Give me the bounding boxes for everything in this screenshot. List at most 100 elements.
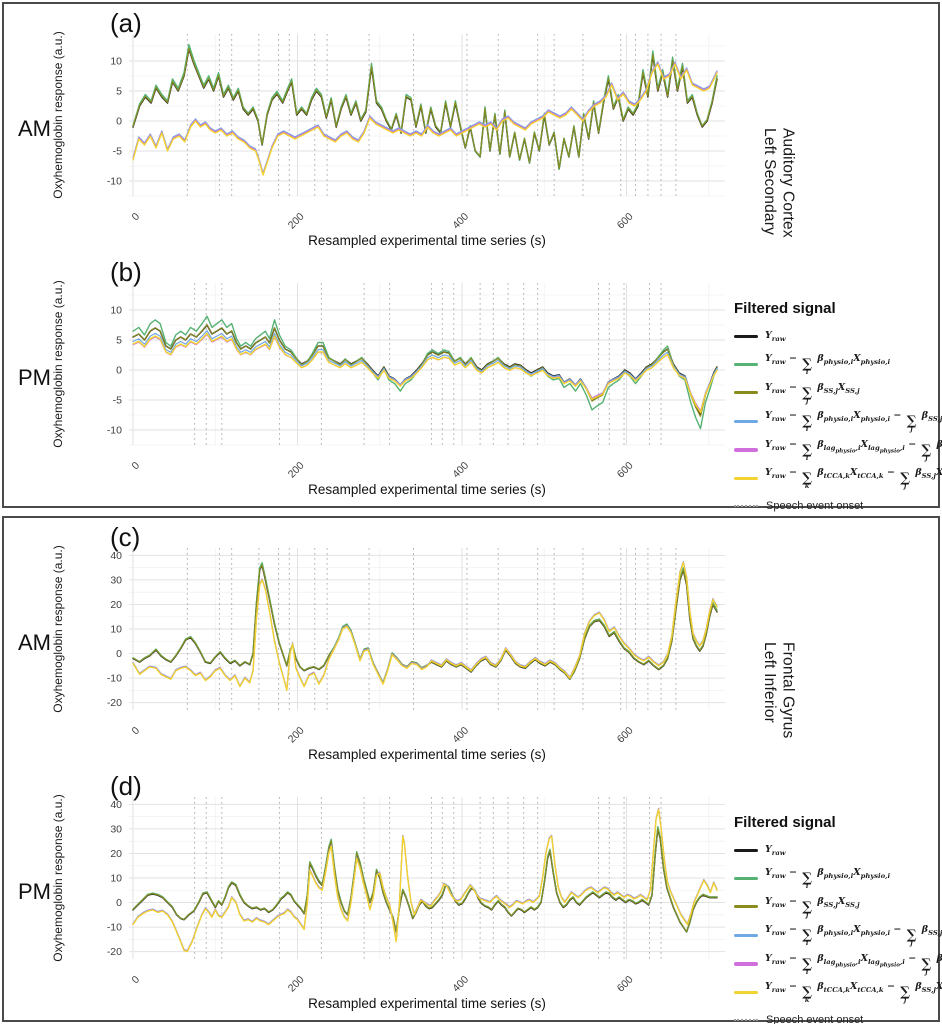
series-ss-filtered: [132, 47, 718, 169]
section-frontal-gyrus: (c) AM 40 30 20 10 0 -10 -20 0 200 400 600 Resample…: [2, 516, 942, 1024]
x-tick-label: 400: [450, 974, 471, 995]
y-tick-label: -10: [107, 673, 122, 685]
legend-formula: Yraw: [765, 330, 786, 343]
y-tick-label: 5: [116, 335, 122, 347]
region-label-auditory: Left Secondary Auditory Cortex: [760, 128, 797, 238]
x-tick-label: 600: [615, 725, 636, 746]
legend-item-lag-physio-ss-filtered: Yraw − ∑ i βlagphysio,iXlagphysio,i − ∑ j …: [734, 953, 942, 976]
plot-a: 10 5 0 -5 -10 0 200 400 600 Resampled experimenta…: [49, 16, 736, 249]
legend-swatch-physio-filtered: [734, 362, 758, 366]
y-tick-label: 10: [110, 305, 122, 317]
series-raw: [132, 564, 718, 684]
x-tick-label: 600: [615, 974, 636, 995]
series-ss-filtered: [132, 324, 718, 418]
legend-items: Yraw Yraw − ∑ i βphysio,iXphysio,i Yraw − ∑…: [734, 326, 942, 490]
panel-b: (b) PM 10 5 0 -5 -10 0 200 400 600 Resampled expe…: [4, 253, 736, 502]
y-tick-label: 20: [110, 599, 122, 611]
legend-speech-row: Speech event onset: [734, 500, 936, 512]
legend-title: Filtered signal: [734, 814, 836, 831]
legend-swatch-physio-filtered: [734, 876, 758, 880]
x-axis-label: Resampled experimental time series (s): [308, 996, 546, 1011]
speech-onset-label: Speech event onset: [766, 499, 864, 512]
legend-bottom: Filtered signal Yraw Yraw − ∑ i βphysio,iX…: [734, 814, 942, 1024]
plot-svg-d: 40 30 20 10 0 -10 -20 0 200 400 600 Resampled exper…: [51, 794, 725, 1011]
legend-swatch-physio-ss-filtered: [734, 933, 758, 937]
x-tick-label: 400: [450, 725, 471, 746]
y-tick-label: -5: [113, 395, 122, 407]
legend-items: Yraw Yraw − ∑ i βphysio,iXphysio,i Yraw − ∑…: [734, 840, 942, 1004]
x-tick-label: 200: [286, 460, 307, 481]
legend-item-physio-ss-filtered: Yraw − ∑i βphysio,iXphysio,i − ∑j βSS,jX…: [734, 924, 942, 947]
legend-formula: Yraw − ∑ i βlagphysio,iXlagphysio,i − ∑ j …: [765, 952, 942, 976]
series-physio-ss-filtered: [132, 61, 718, 174]
region-label-frontal: Left Inferior Frontal Gyrus: [760, 642, 797, 739]
region-line-2: Frontal Gyrus: [779, 642, 797, 739]
x-tick-label: 400: [450, 460, 471, 481]
legend-swatch-ss-filtered: [734, 391, 758, 395]
x-tick-label: 0: [130, 974, 143, 987]
region-line-1: Left Secondary: [760, 128, 778, 236]
y-tick-label: 0: [116, 648, 122, 660]
legend-formula: Yraw − ∑i βphysio,iXphysio,i − ∑j βSS,jX…: [765, 924, 942, 948]
legend-item-physio-filtered: Yraw − ∑ i βphysio,iXphysio,i: [734, 867, 936, 890]
legend-item-raw: Yraw: [734, 840, 936, 861]
legend-item-physio-filtered: Yraw − ∑ i βphysio,iXphysio,i: [734, 353, 936, 376]
y-tick-label: 30: [110, 823, 122, 835]
y-axis-label: Oxyhemoglobin response (a.u.): [51, 31, 65, 198]
plot-svg-a: 10 5 0 -5 -10 0 200 400 600 Resampled experimenta…: [51, 31, 725, 248]
row-label-pm-2: PM: [18, 879, 51, 904]
y-tick-label: 0: [116, 897, 122, 909]
y-tick-label: -10: [107, 922, 122, 934]
speech-onset-label: Speech event onset: [766, 1013, 864, 1024]
plot-d: 40 30 20 10 0 -10 -20 0 200 400 600 Resampled exper…: [49, 779, 736, 1012]
legend-formula: Yraw − ∑i βphysio,iXphysio,i − ∑j βSS,jX…: [765, 410, 942, 434]
series-lag-physio-ss-filtered: [132, 561, 718, 691]
y-tick-label: 0: [116, 365, 122, 377]
x-tick-label: 0: [130, 725, 143, 738]
series-lag-physio-ss-filtered: [132, 808, 718, 952]
panel-letter-b: (b): [110, 257, 142, 287]
legend-title: Filtered signal: [734, 300, 836, 317]
region-line-2: Auditory Cortex: [779, 128, 797, 238]
series-ss-filtered: [132, 827, 718, 933]
y-axis-label: Oxyhemoglobin response (a.u.): [51, 280, 65, 447]
legend-top: Filtered signal Yraw Yraw − ∑ i βphysio,iX…: [734, 300, 942, 512]
x-tick-label: 0: [130, 211, 143, 224]
panel-letter-d: (d): [110, 771, 142, 801]
x-tick-label: 400: [450, 211, 471, 232]
series-ss-filtered: [132, 564, 718, 684]
y-tick-label: 0: [116, 116, 122, 128]
y-axis-label: Oxyhemoglobin response (a.u.): [51, 794, 65, 961]
y-tick-label: 40: [110, 550, 122, 562]
row-label-pm: PM: [18, 365, 51, 390]
legend-swatch-lag-physio-ss-filtered: [734, 962, 758, 966]
legend-swatch-lag-physio-ss-filtered: [734, 448, 758, 452]
y-tick-label: 40: [110, 799, 122, 811]
legend-formula: Yraw − ∑ i βlagphysio,iXlagphysio,i − ∑ j …: [765, 438, 942, 462]
legend-formula: Yraw − ∑ j βSS,jXSS,j: [765, 381, 860, 405]
y-axis-label: Oxyhemoglobin response (a.u.): [51, 545, 65, 712]
y-tick-label: 10: [110, 56, 122, 68]
series-tcca-ss-filtered: [132, 562, 718, 692]
plot-svg-c: 40 30 20 10 0 -10 -20 0 200 400 600 Resampled exper…: [51, 545, 725, 762]
y-tick-label: 20: [110, 848, 122, 860]
y-tick-label: 30: [110, 574, 122, 586]
legend-formula: Yraw: [765, 844, 786, 857]
series-tcca-ss-filtered: [132, 63, 718, 176]
x-axis-label: Resampled experimental time series (s): [308, 482, 546, 497]
legend-swatch-ss-filtered: [734, 905, 758, 909]
y-tick-label: -20: [107, 946, 122, 958]
panel-c: (c) AM 40 30 20 10 0 -10 -20 0 200 400 600 Resample…: [4, 518, 736, 767]
y-tick-label: -5: [113, 146, 122, 158]
y-tick-label: -10: [107, 176, 122, 188]
speech-onset-dotted-icon: [734, 1018, 758, 1021]
x-tick-label: 0: [130, 460, 143, 473]
panels-bottom: (c) AM 40 30 20 10 0 -10 -20 0 200 400 600 Resample…: [4, 518, 736, 1020]
panel-d: (d) PM 40 30 20 10 0 -10 -20 0 200 400 600 Resample…: [4, 767, 736, 1016]
y-tick-label: 10: [110, 624, 122, 636]
plot-c: 40 30 20 10 0 -10 -20 0 200 400 600 Resampled exper…: [49, 530, 736, 763]
y-tick-label: -20: [107, 697, 122, 709]
legend-speech-row: Speech event onset: [734, 1014, 936, 1024]
legend-item-ss-filtered: Yraw − ∑ j βSS,jXSS,j: [734, 896, 936, 919]
row-label-am: AM: [18, 116, 51, 141]
